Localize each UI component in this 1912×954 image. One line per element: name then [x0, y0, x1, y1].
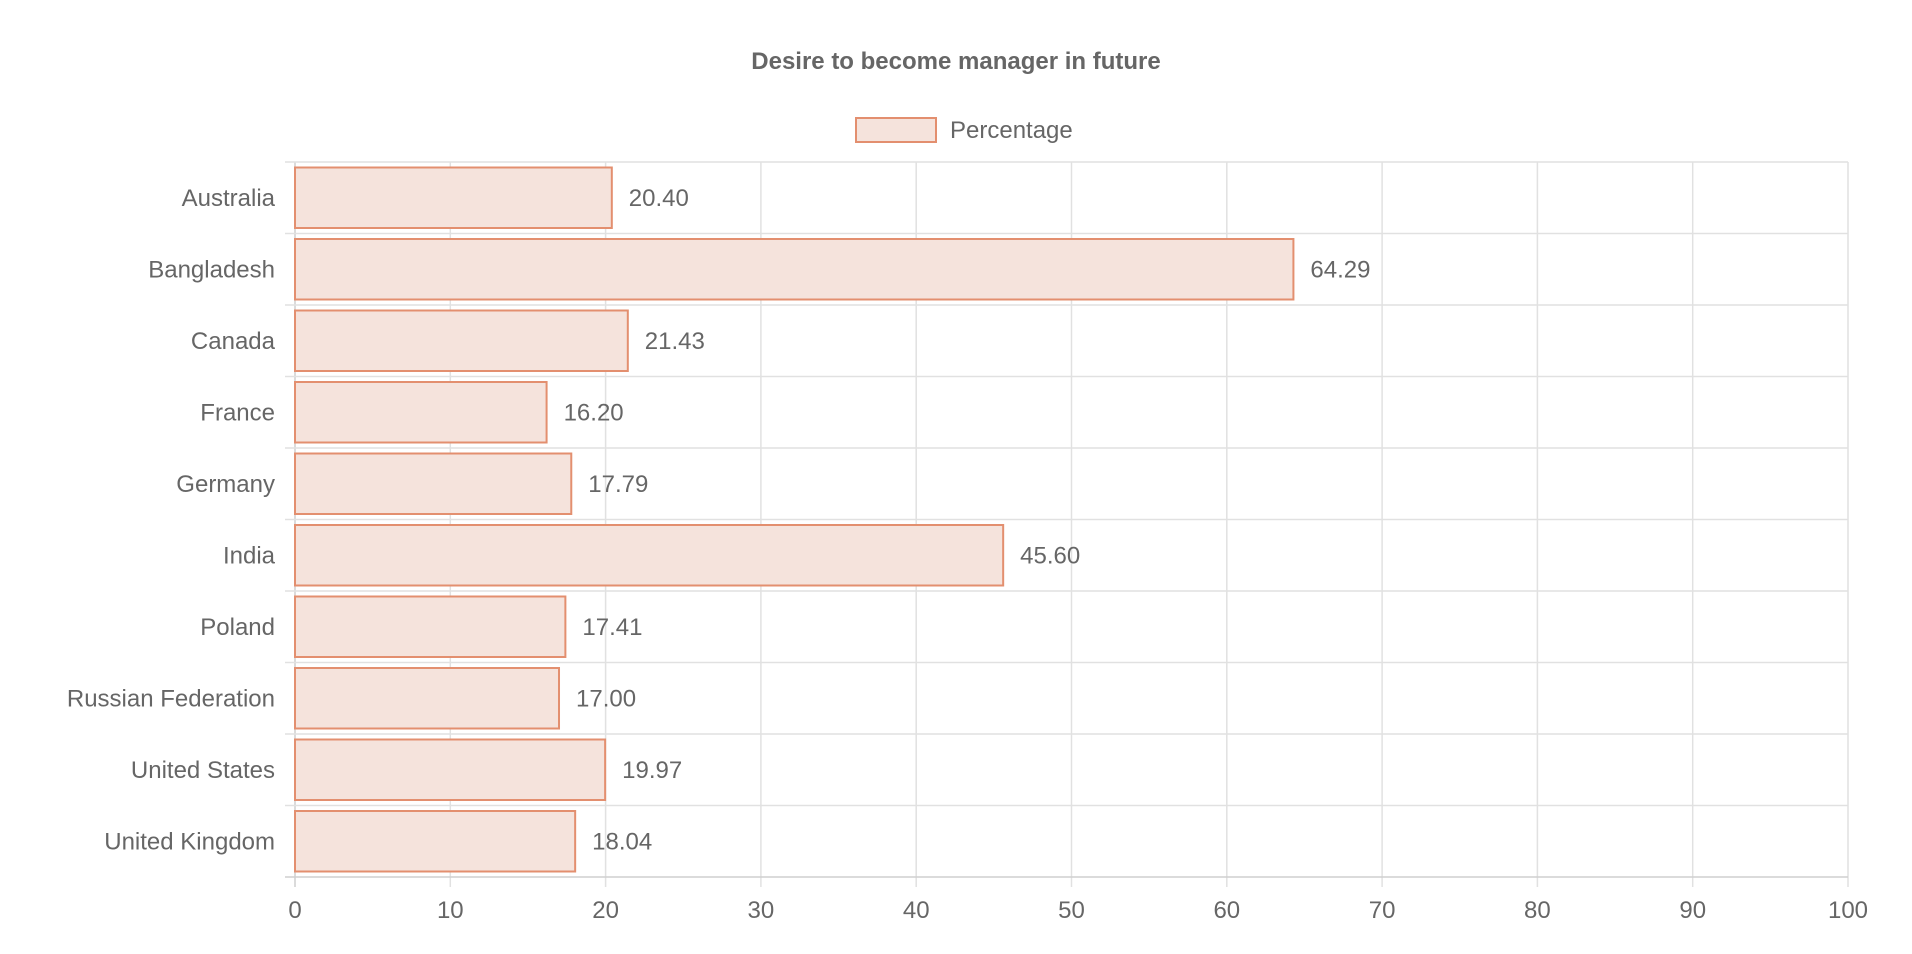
data-label: 17.79 [588, 471, 648, 498]
legend-label[interactable]: Percentage [950, 117, 1073, 144]
data-label: 16.20 [564, 399, 624, 426]
data-label: 17.00 [576, 685, 636, 712]
category-label: United States [131, 757, 275, 784]
x-tick-label: 60 [1213, 897, 1240, 924]
x-tick-label: 50 [1058, 897, 1085, 924]
legend-swatch[interactable] [855, 117, 937, 143]
x-tick-label: 20 [592, 897, 619, 924]
bar[interactable] [294, 810, 577, 873]
legend[interactable]: Percentage [855, 117, 1073, 144]
data-label: 45.60 [1020, 542, 1080, 569]
x-tick-label: 40 [903, 897, 930, 924]
data-label: 64.29 [1310, 256, 1370, 283]
category-label: Poland [200, 614, 275, 641]
category-label: United Kingdom [104, 828, 275, 855]
category-label: Russian Federation [67, 685, 275, 712]
bar[interactable] [294, 667, 561, 730]
x-tick-label: 100 [1828, 897, 1868, 924]
data-label: 17.41 [582, 614, 642, 641]
x-tick-label: 70 [1369, 897, 1396, 924]
category-label: India [223, 542, 276, 569]
bar[interactable] [294, 381, 548, 444]
data-label: 18.04 [592, 828, 652, 855]
bar[interactable] [294, 595, 567, 658]
data-label: 20.40 [629, 185, 689, 212]
y-axis-labels: Australia Bangladesh Canada France Germany In… [67, 185, 276, 856]
bar[interactable] [294, 238, 1295, 301]
category-label: Germany [176, 471, 275, 498]
category-label: France [200, 399, 275, 426]
category-label: Bangladesh [148, 256, 275, 283]
x-tick-label: 80 [1524, 897, 1551, 924]
category-label: Canada [191, 328, 276, 355]
bar[interactable] [294, 738, 607, 801]
bar[interactable] [294, 309, 629, 372]
x-axis: 0 10 20 30 40 50 60 70 80 90 100 [288, 897, 1868, 924]
x-tick-label: 0 [288, 897, 301, 924]
bar[interactable] [294, 452, 573, 515]
bar[interactable] [294, 524, 1005, 587]
bars: 20.40 64.29 21.43 16.20 17.79 45.60 17.41 17.00… [294, 166, 1370, 873]
data-label: 19.97 [622, 757, 682, 784]
x-tick-label: 30 [748, 897, 775, 924]
x-tick-label: 90 [1679, 897, 1706, 924]
bar[interactable] [294, 166, 613, 229]
category-label: Australia [182, 185, 276, 212]
chart-title: Desire to become manager in future [751, 48, 1160, 75]
data-label: 21.43 [645, 328, 705, 355]
x-tick-label: 10 [437, 897, 464, 924]
